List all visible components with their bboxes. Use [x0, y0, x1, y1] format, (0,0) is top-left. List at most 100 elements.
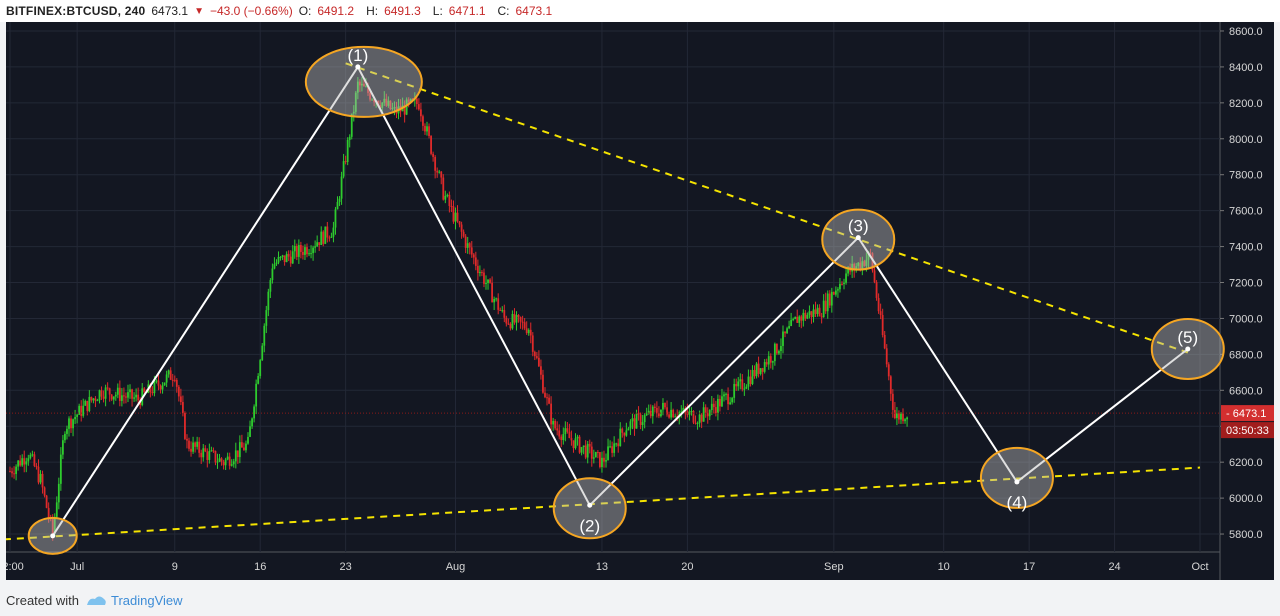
candle-body — [336, 201, 339, 210]
candle-body — [57, 483, 60, 503]
candle-body — [312, 247, 314, 254]
candle-body — [810, 311, 813, 318]
candle-body — [27, 458, 30, 462]
candle-body — [814, 309, 817, 314]
candle-body — [304, 247, 306, 255]
candle-body — [430, 136, 432, 154]
candle-body — [788, 326, 790, 329]
candle-body — [43, 487, 46, 496]
candle-body — [206, 451, 209, 460]
candle-body — [371, 99, 373, 101]
candle-body — [226, 456, 229, 460]
candle-body — [452, 206, 455, 222]
candle-body — [537, 357, 540, 367]
x-tick-label: 13 — [596, 561, 608, 573]
candle-body — [491, 282, 494, 303]
candle-body — [417, 104, 420, 110]
candle-body — [31, 454, 34, 456]
candle-body — [812, 309, 815, 318]
candle-body — [356, 81, 359, 93]
candle-body — [794, 316, 797, 320]
candle-body — [769, 356, 772, 363]
high-label: H: — [366, 4, 379, 18]
candle-body — [123, 395, 125, 397]
price-chart[interactable]: 8600.0 8400.0 8200.0 8000.0 7800.0 7600.0 7400… — [0, 22, 1274, 580]
candle-body — [88, 396, 91, 412]
candle-body — [560, 436, 563, 441]
candle-body — [631, 418, 634, 422]
candle-body — [651, 406, 654, 417]
candle-body — [635, 413, 638, 429]
candle-body — [149, 384, 152, 393]
candle-body — [725, 393, 727, 395]
candle-body — [291, 251, 294, 264]
candle-body — [584, 445, 587, 458]
candle-body — [649, 410, 652, 417]
candle-body — [607, 446, 609, 461]
candle-body — [566, 428, 569, 432]
low-value: 6471.1 — [448, 4, 486, 18]
candle-body — [883, 334, 886, 349]
tradingview-link[interactable]: TradingView — [85, 593, 183, 608]
candle-body — [462, 231, 465, 237]
candle-body — [352, 111, 355, 114]
candle-body — [334, 209, 337, 228]
candle-body — [243, 447, 245, 451]
candle-body — [98, 390, 101, 401]
candle-body — [841, 283, 843, 285]
wave-ellipse — [979, 446, 1054, 509]
candle-body — [385, 98, 388, 106]
candle-body — [837, 289, 839, 291]
candle-body — [564, 428, 567, 435]
candle-body — [550, 403, 552, 425]
wave-label: (2) — [579, 516, 600, 535]
candle-body — [702, 407, 705, 422]
candle-body — [904, 419, 906, 422]
candle-body — [664, 402, 666, 408]
candle-body — [619, 428, 622, 447]
candle-body — [344, 161, 347, 163]
candle-body — [21, 458, 24, 466]
candle-body — [381, 102, 384, 108]
candle-body — [100, 390, 103, 397]
candle-body — [314, 246, 317, 248]
candle-body — [497, 298, 500, 310]
candle-body — [509, 323, 512, 329]
candle-body — [694, 422, 697, 424]
candle-body — [765, 362, 768, 365]
candle-body — [125, 396, 127, 398]
chart-area[interactable]: 8600.0 8400.0 8200.0 8000.0 7800.0 7600.0 7400… — [0, 22, 1274, 580]
candle-body — [200, 452, 203, 458]
y-tick-label: 6200.0 — [1229, 457, 1263, 469]
created-with-label: Created with — [6, 592, 79, 608]
candle-body — [617, 443, 620, 447]
candle-body — [438, 171, 441, 173]
candle-body — [186, 438, 188, 441]
candle-body — [369, 92, 371, 100]
candle-body — [830, 291, 833, 306]
candle-body — [580, 447, 583, 453]
candle-body — [594, 452, 597, 458]
candle-body — [582, 445, 585, 448]
y-tick-label: 6000.0 — [1229, 493, 1263, 505]
candle-body — [110, 394, 113, 400]
candles — [9, 77, 908, 541]
candle-body — [710, 403, 713, 411]
candle-body — [723, 394, 725, 397]
candle-body — [281, 255, 284, 257]
candle-body — [240, 442, 243, 448]
candle-body — [220, 458, 223, 462]
candle-body — [358, 81, 361, 86]
candle-body — [13, 473, 15, 475]
candle-body — [615, 443, 618, 445]
candle-body — [338, 198, 341, 202]
last-price: 6473.1 — [151, 4, 189, 18]
candle-body — [47, 507, 50, 518]
candle-body — [778, 351, 780, 354]
candle-body — [59, 454, 62, 484]
candle-body — [540, 366, 542, 375]
candle-body — [318, 242, 321, 246]
candle-body — [639, 414, 642, 426]
candle-body — [826, 293, 829, 312]
candle-body — [35, 465, 38, 467]
